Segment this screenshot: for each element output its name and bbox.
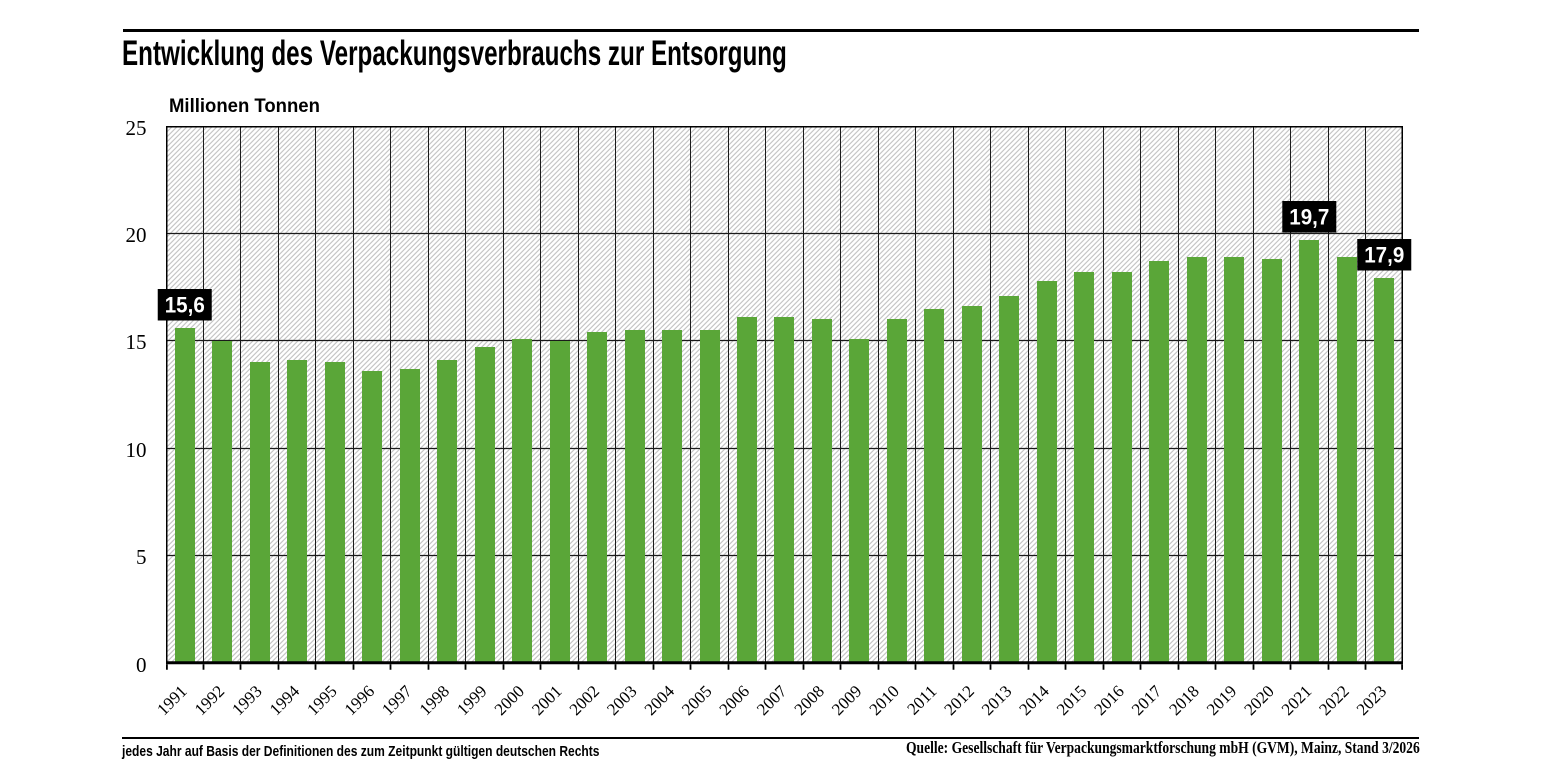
svg-text:1997: 1997 (378, 681, 416, 719)
svg-text:2010: 2010 (866, 682, 903, 719)
svg-text:2018: 2018 (1166, 682, 1203, 719)
svg-text:1992: 1992 (191, 682, 228, 719)
svg-text:1994: 1994 (266, 681, 304, 719)
svg-text:2000: 2000 (491, 682, 528, 719)
svg-text:15,6: 15,6 (165, 293, 205, 318)
svg-text:19,7: 19,7 (1290, 205, 1330, 230)
svg-text:1998: 1998 (416, 682, 453, 719)
svg-text:2008: 2008 (791, 682, 828, 719)
svg-text:2015: 2015 (1053, 682, 1090, 719)
svg-text:2005: 2005 (678, 682, 715, 719)
svg-text:2017: 2017 (1128, 681, 1166, 719)
svg-text:2006: 2006 (716, 682, 753, 719)
svg-text:2014: 2014 (1016, 681, 1054, 719)
svg-text:2009: 2009 (828, 682, 865, 719)
svg-text:1999: 1999 (453, 682, 490, 719)
svg-text:17,9: 17,9 (1365, 243, 1405, 268)
svg-text:2019: 2019 (1203, 682, 1240, 719)
svg-text:2021: 2021 (1278, 682, 1315, 719)
svg-text:2020: 2020 (1241, 682, 1278, 719)
svg-text:1993: 1993 (229, 682, 266, 719)
svg-text:1996: 1996 (341, 682, 378, 719)
svg-text:1991: 1991 (154, 682, 191, 719)
svg-text:2007: 2007 (753, 681, 791, 719)
svg-text:2023: 2023 (1353, 682, 1390, 719)
svg-text:2012: 2012 (941, 682, 978, 719)
svg-text:2003: 2003 (603, 682, 640, 719)
svg-text:2002: 2002 (566, 682, 603, 719)
svg-text:2001: 2001 (528, 682, 565, 719)
svg-text:2011: 2011 (904, 682, 941, 719)
svg-text:1995: 1995 (304, 682, 341, 719)
svg-text:2022: 2022 (1316, 682, 1353, 719)
svg-text:2004: 2004 (641, 681, 679, 719)
svg-text:2013: 2013 (978, 682, 1015, 719)
svg-text:2016: 2016 (1091, 682, 1128, 719)
